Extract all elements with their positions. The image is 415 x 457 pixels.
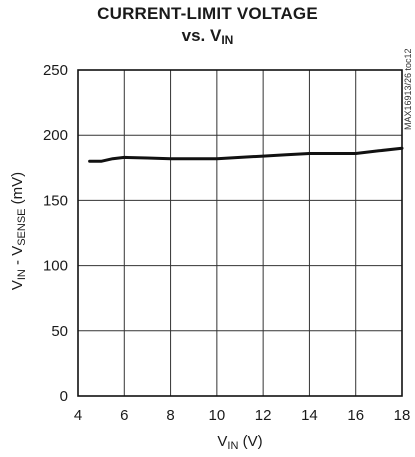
x-tick-label: 14	[301, 407, 318, 424]
y-tick-label: 0	[60, 388, 68, 405]
x-tick-label: 10	[209, 407, 226, 424]
chart-title-line2: vs. VIN	[0, 26, 415, 47]
figure-code-label: MAX16913/26 toc12	[403, 48, 413, 130]
plot-frame	[77, 69, 403, 397]
x-tick-label: 4	[74, 407, 82, 424]
title-vs-text: vs. V	[181, 26, 222, 45]
y-tick-label: 250	[43, 62, 68, 79]
y-tick-label: 50	[51, 323, 68, 340]
x-tick-label: 18	[394, 407, 411, 424]
y-tick-label: 200	[43, 127, 68, 144]
y-tick-label: 100	[43, 258, 68, 275]
chart-title-line1: CURRENT-LIMIT VOLTAGE	[97, 4, 318, 23]
x-tick-label: 12	[255, 407, 272, 424]
y-tick-label: 150	[43, 192, 68, 209]
title-subscript: IN	[221, 33, 234, 47]
x-tick-label: 16	[347, 407, 364, 424]
y-axis-label: VIN - VSENSE (mV)	[9, 172, 28, 290]
x-tick-label: 6	[120, 407, 128, 424]
series-line	[88, 146, 404, 163]
x-axis-label: VIN (V)	[217, 433, 262, 452]
x-tick-label: 8	[166, 407, 174, 424]
